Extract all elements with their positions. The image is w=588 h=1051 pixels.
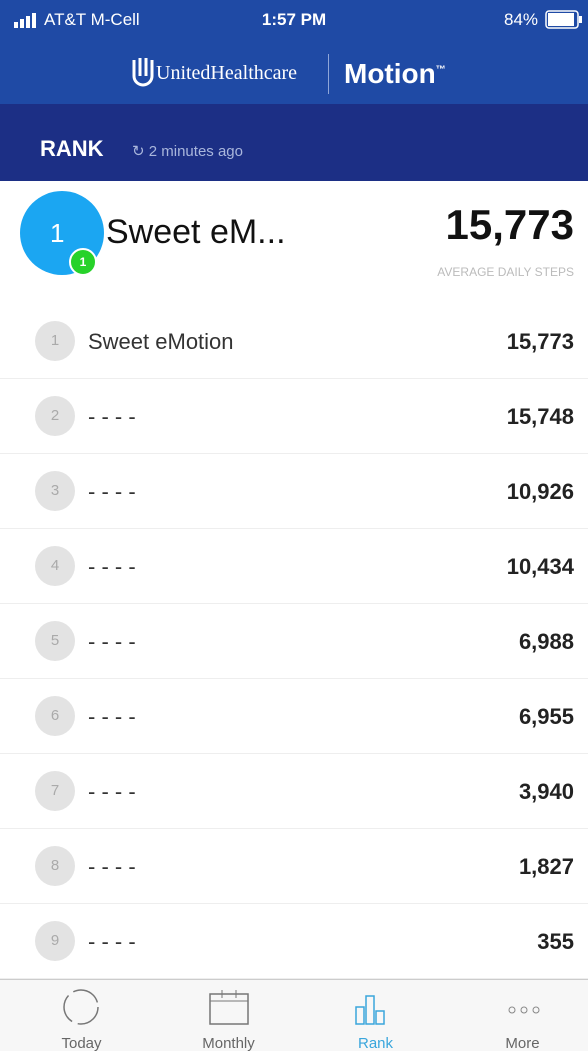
tab-label[interactable]: Rank xyxy=(302,1035,449,1051)
brand: UnitedHealthcare xyxy=(156,62,297,85)
row-steps: 355 xyxy=(537,929,574,955)
row-rank: 2 xyxy=(35,396,75,436)
tab-label[interactable]: Today xyxy=(8,1035,155,1051)
top-card: 1 1 Sweet eM... 15,773 AVERAGE DAILY STE… xyxy=(0,181,588,301)
trademark: ™ xyxy=(436,65,446,76)
rank-row[interactable]: 8 - - - - 1,827 xyxy=(0,829,588,904)
rank-row[interactable]: 9 - - - - 355 xyxy=(0,904,588,979)
screen: AT&T M-Cell 1:57 PM 84% UnitedHealthcare… xyxy=(0,0,588,1051)
row-rank: 3 xyxy=(35,471,75,511)
row-steps: 1,827 xyxy=(519,854,574,880)
row-name: Sweet eMotion xyxy=(88,329,234,355)
updated-text: 2 minutes ago xyxy=(149,143,243,160)
rank-row[interactable]: 2 - - - - 15,748 xyxy=(0,379,588,454)
row-rank: 7 xyxy=(35,771,75,811)
steps-label: AVERAGE DAILY STEPS xyxy=(437,265,574,279)
rank-row[interactable]: 6 - - - - 6,955 xyxy=(0,679,588,754)
tab-label[interactable]: More xyxy=(449,1035,588,1051)
row-name: - - - - xyxy=(88,854,136,880)
rank-row[interactable]: 3 - - - - 10,926 xyxy=(0,454,588,529)
row-steps: 10,926 xyxy=(507,479,574,505)
row-steps: 3,940 xyxy=(519,779,574,805)
rank-row[interactable]: 4 - - - - 10,434 xyxy=(0,529,588,604)
divider xyxy=(328,54,329,94)
row-rank: 9 xyxy=(35,921,75,961)
battery: 84% xyxy=(504,10,538,30)
battery-icon xyxy=(545,10,583,30)
row-rank: 6 xyxy=(35,696,75,736)
row-steps: 15,748 xyxy=(507,404,574,430)
row-rank: 1 xyxy=(35,321,75,361)
rank-title: RANK xyxy=(40,136,104,162)
row-name: - - - - xyxy=(88,554,136,580)
rank-row[interactable]: 1 Sweet eMotion 15,773 xyxy=(0,304,588,379)
row-steps: 10,434 xyxy=(507,554,574,580)
row-steps: 6,988 xyxy=(519,629,574,655)
row-name: - - - - xyxy=(88,779,136,805)
row-name: - - - - xyxy=(88,929,136,955)
rank-row[interactable]: 5 - - - - 6,988 xyxy=(0,604,588,679)
row-steps: 6,955 xyxy=(519,704,574,730)
badge: 1 xyxy=(69,248,97,276)
row-rank: 5 xyxy=(35,621,75,661)
app-name: Motion™ xyxy=(344,58,446,90)
top-steps: 15,773 xyxy=(446,201,574,249)
row-steps: 15,773 xyxy=(507,329,574,355)
row-rank: 8 xyxy=(35,846,75,886)
team-name: Sweet eM... xyxy=(106,213,286,252)
rank-row[interactable]: 7 - - - - 3,940 xyxy=(0,754,588,829)
row-name: - - - - xyxy=(88,479,136,505)
app-title: Motion xyxy=(344,58,436,89)
row-name: - - - - xyxy=(88,629,136,655)
row-name: - - - - xyxy=(88,704,136,730)
tab-label[interactable]: Monthly xyxy=(155,1035,302,1051)
brand-logo xyxy=(132,56,154,88)
row-name: - - - - xyxy=(88,404,136,430)
row-rank: 4 xyxy=(35,546,75,586)
updated-time: ↻ 2 minutes ago xyxy=(132,142,243,160)
header: AT&T M-Cell 1:57 PM 84% UnitedHealthcare… xyxy=(0,0,588,104)
rank-bar: RANK ↻ 2 minutes ago xyxy=(0,104,588,181)
tab-icons xyxy=(0,980,588,1035)
time: 1:57 PM xyxy=(0,10,588,30)
